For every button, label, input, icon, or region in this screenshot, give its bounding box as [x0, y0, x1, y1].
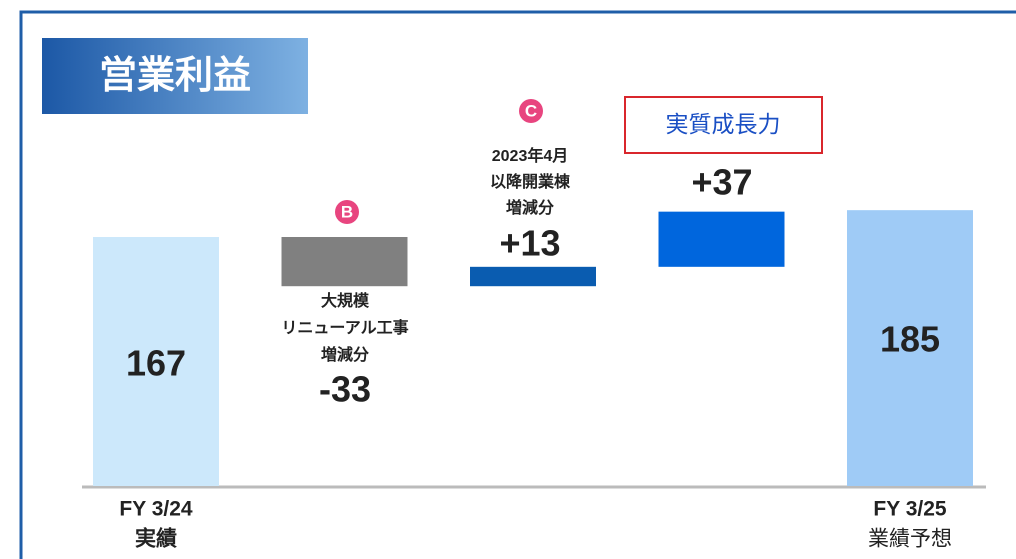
value-label: +13	[499, 223, 560, 264]
value-label: 185	[880, 319, 940, 360]
value-label: +37	[691, 162, 752, 203]
category-label: リニューアル工事	[281, 319, 408, 337]
bar	[847, 210, 973, 487]
x-tick-label: FY 3/24	[119, 498, 192, 521]
category-label: 増減分	[321, 345, 369, 364]
value-label: 167	[126, 343, 186, 384]
annotation: 実質成長力	[666, 111, 781, 137]
category-label: 大規模	[321, 291, 370, 310]
frame	[19, 10, 1016, 559]
chart-title: 営業利益	[99, 55, 251, 97]
bar	[281, 237, 408, 287]
bar	[470, 266, 596, 287]
title-box	[42, 38, 308, 114]
bar	[658, 211, 785, 267]
badge-label: B	[341, 202, 353, 221]
annotation-box	[624, 96, 823, 154]
badge	[335, 200, 359, 224]
x-tick-label: 業績予想	[868, 528, 952, 551]
category-label: 2023年4月	[492, 146, 569, 165]
value-label: -33	[319, 369, 371, 410]
badge-label: C	[525, 101, 537, 120]
badge	[519, 99, 543, 123]
x-tick-label: 実績	[135, 527, 177, 551]
category-label: 以降開業棟	[490, 172, 571, 191]
category-label: 増減分	[506, 198, 554, 217]
x-tick-label: FY 3/25	[873, 498, 946, 521]
bar	[93, 237, 219, 486]
